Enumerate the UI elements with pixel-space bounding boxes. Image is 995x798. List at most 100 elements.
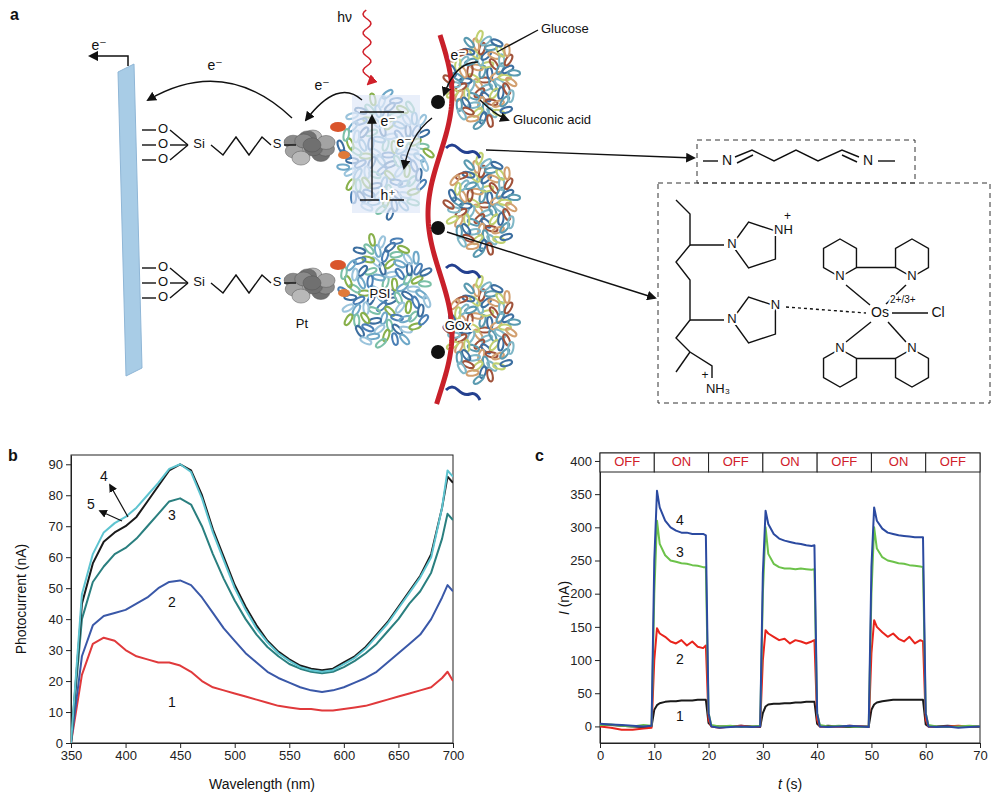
tick: 70: [973, 743, 987, 763]
tick-label: 350: [570, 487, 592, 502]
tick-label: 40: [49, 612, 63, 627]
tick-mark: [595, 660, 600, 661]
tick: 100: [570, 653, 600, 668]
label: e⁻: [314, 77, 329, 93]
tick: 30: [49, 643, 71, 658]
tick-label: 0: [585, 719, 592, 734]
tick: 650: [388, 743, 410, 763]
label-part: (s): [782, 776, 802, 792]
axis-line: [600, 454, 601, 744]
tick-label: 300: [570, 520, 592, 535]
light-state-cell: [763, 453, 817, 472]
protein-ribbon: [504, 167, 509, 179]
series-label: 4: [676, 512, 684, 528]
chart-panel: 010203040506070050100150200250300350400O…: [535, 447, 988, 791]
osmium-center: [431, 95, 445, 109]
platinum-particle: [303, 138, 321, 152]
tick-label: 650: [388, 748, 410, 763]
axis-line: [71, 456, 72, 744]
tick: 450: [170, 743, 192, 763]
series-line: [600, 491, 980, 728]
tick: 20: [702, 743, 716, 763]
protein-ribbon: [466, 115, 479, 122]
protein-ribbon: [368, 306, 381, 315]
bond: [142, 297, 156, 298]
protein-ribbon: [354, 325, 365, 338]
protein-ribbon: [415, 289, 428, 300]
crosslinker: [446, 145, 480, 158]
protein-ribbon: [352, 268, 359, 281]
label: O: [158, 274, 168, 289]
series-label: 4: [100, 468, 108, 484]
ferredoxin: [338, 151, 350, 159]
protein-ribbon: [348, 283, 361, 294]
protein-ribbon: [420, 159, 429, 172]
platinum-particle: [303, 138, 321, 152]
protein-ribbon: [507, 342, 514, 355]
tick: 70: [49, 519, 71, 534]
bond: [211, 137, 271, 155]
label: Os: [871, 304, 889, 320]
protein-ribbon: [353, 247, 366, 255]
protein-ribbon: [456, 108, 467, 121]
series-label: 1: [676, 708, 684, 724]
bond: [737, 155, 753, 163]
tick: 0: [585, 719, 600, 734]
label: O: [158, 136, 168, 151]
label: N: [835, 268, 844, 283]
bond: [846, 285, 870, 305]
label: +: [784, 209, 791, 223]
tick: 40: [810, 743, 824, 763]
protein-ribbon: [507, 216, 514, 229]
axis-line: [601, 743, 981, 744]
tick: 500: [224, 743, 246, 763]
label: O: [158, 259, 168, 274]
bond: [170, 144, 188, 145]
bond: [142, 144, 156, 145]
bond: [170, 282, 188, 283]
pointer: [486, 150, 694, 158]
bond: [703, 160, 718, 161]
tick-mark: [595, 461, 600, 462]
tick: 60: [919, 743, 933, 763]
reaction-center: [352, 95, 420, 213]
label: N: [907, 340, 916, 355]
light-state-cell: [926, 453, 980, 472]
tick: 10: [648, 743, 662, 763]
tick-label: 100: [570, 653, 592, 668]
coordination: [786, 307, 866, 313]
crosslinker: [446, 387, 480, 400]
tick-mark: [595, 594, 600, 595]
label: Si: [193, 136, 205, 151]
axis-title: I (nA): [556, 581, 572, 615]
label: hν: [337, 9, 352, 25]
protein-ribbon: [446, 215, 459, 225]
tick: 50: [865, 743, 879, 763]
protein-ribbon: [394, 301, 405, 314]
tick: 20: [49, 674, 71, 689]
tick-mark: [66, 650, 71, 651]
protein-ribbon: [463, 282, 475, 294]
tick-label: 30: [49, 643, 63, 658]
panel-label: b: [8, 447, 18, 464]
tick-mark: [66, 619, 71, 620]
tick: 350: [570, 487, 600, 502]
bond: [735, 150, 859, 161]
protein-ribbon: [343, 313, 354, 326]
protein-ribbon: [390, 238, 402, 244]
protein-ribbon: [463, 159, 475, 171]
tick-mark: [66, 743, 71, 744]
label: N: [771, 297, 780, 312]
platinum-particle: [303, 276, 321, 290]
tick-mark: [66, 588, 71, 589]
light-state-label: OFF: [614, 454, 640, 469]
tick: 80: [49, 488, 71, 503]
protein-ribbon: [402, 253, 413, 266]
label: NH₃: [706, 381, 730, 396]
protein-ribbon: [472, 119, 485, 130]
tick-mark: [595, 627, 600, 628]
tick-mark: [595, 561, 600, 562]
tick-label: 70: [49, 519, 63, 534]
platinum-particle: [303, 138, 321, 152]
protein-ribbon: [508, 194, 520, 200]
